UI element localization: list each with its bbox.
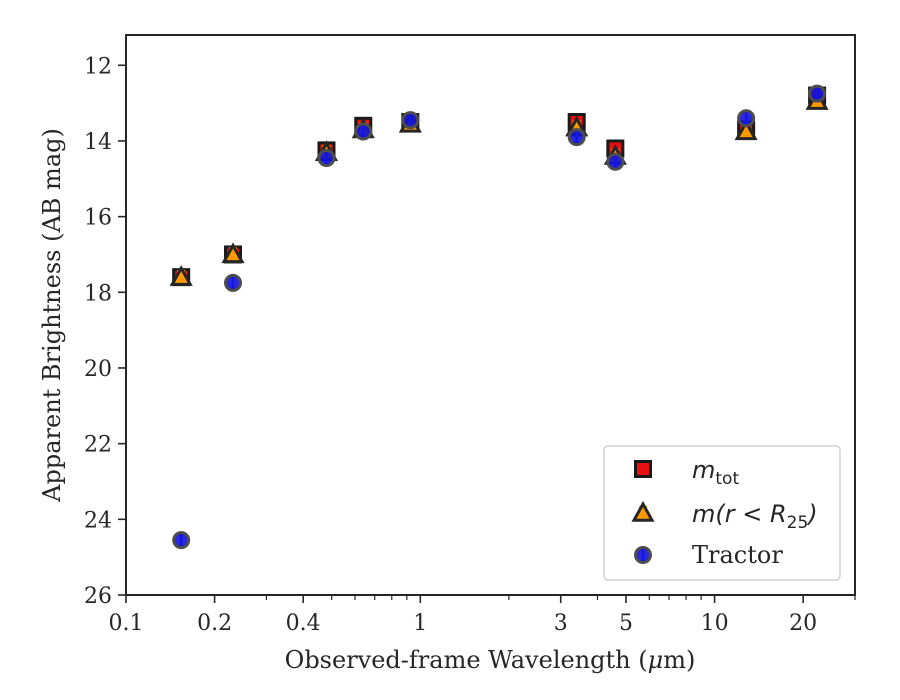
data-point (221, 242, 245, 264)
legend: mtot m(r < R25) Tractor (603, 445, 841, 581)
y-tick-label: 16 (84, 206, 112, 231)
x-tick-label: 3 (554, 611, 568, 636)
legend-marker (634, 546, 652, 564)
y-tick-label: 26 (84, 584, 112, 609)
y-tick-label: 18 (84, 281, 112, 306)
y-tick-label: 12 (84, 54, 112, 79)
legend-label-tractor: Tractor (692, 541, 783, 569)
data-point (808, 84, 827, 103)
legend-marker (631, 500, 655, 522)
y-tick-label: 20 (84, 357, 112, 382)
axis-ticks: 0.1 0.2 0.4 1 3 5 10 20 12 14 16 18 20 22 24 26 (84, 54, 856, 636)
legend-markers (631, 460, 655, 564)
x-tick-label: 5 (619, 611, 633, 636)
legend-frame (603, 445, 841, 581)
x-tick-label: 0.1 (109, 611, 144, 636)
data-point (169, 265, 193, 286)
y-tick-label: 24 (84, 508, 112, 533)
x-tick-label: 0.2 (197, 611, 232, 636)
data-point (401, 111, 420, 130)
x-tick-label: 1 (413, 611, 427, 636)
legend-label-m-r25: m(r < R25) (692, 500, 818, 533)
data-marks (169, 84, 829, 550)
y-tick-label: 14 (84, 130, 112, 155)
data-point (354, 122, 373, 141)
data-point (737, 109, 756, 128)
x-tick-label: 20 (789, 611, 817, 636)
legend-label-m-tot: mtot (692, 456, 739, 489)
y-tick-label: 22 (84, 433, 112, 458)
data-point (734, 119, 758, 141)
legend-marker (634, 460, 652, 478)
data-point (567, 128, 586, 147)
y-axis-title: Apparent Brightness (AB mag) (38, 128, 66, 503)
x-tick-label: 10 (701, 611, 729, 636)
data-point (317, 148, 336, 167)
series-2 (172, 84, 827, 550)
plot-frame (125, 34, 856, 596)
x-tick-label: 0.4 (286, 611, 321, 636)
data-point (172, 531, 191, 550)
x-axis-title: Observed-frame Wavelength (μm) (285, 646, 696, 674)
data-point (224, 273, 243, 292)
data-point (606, 152, 625, 171)
